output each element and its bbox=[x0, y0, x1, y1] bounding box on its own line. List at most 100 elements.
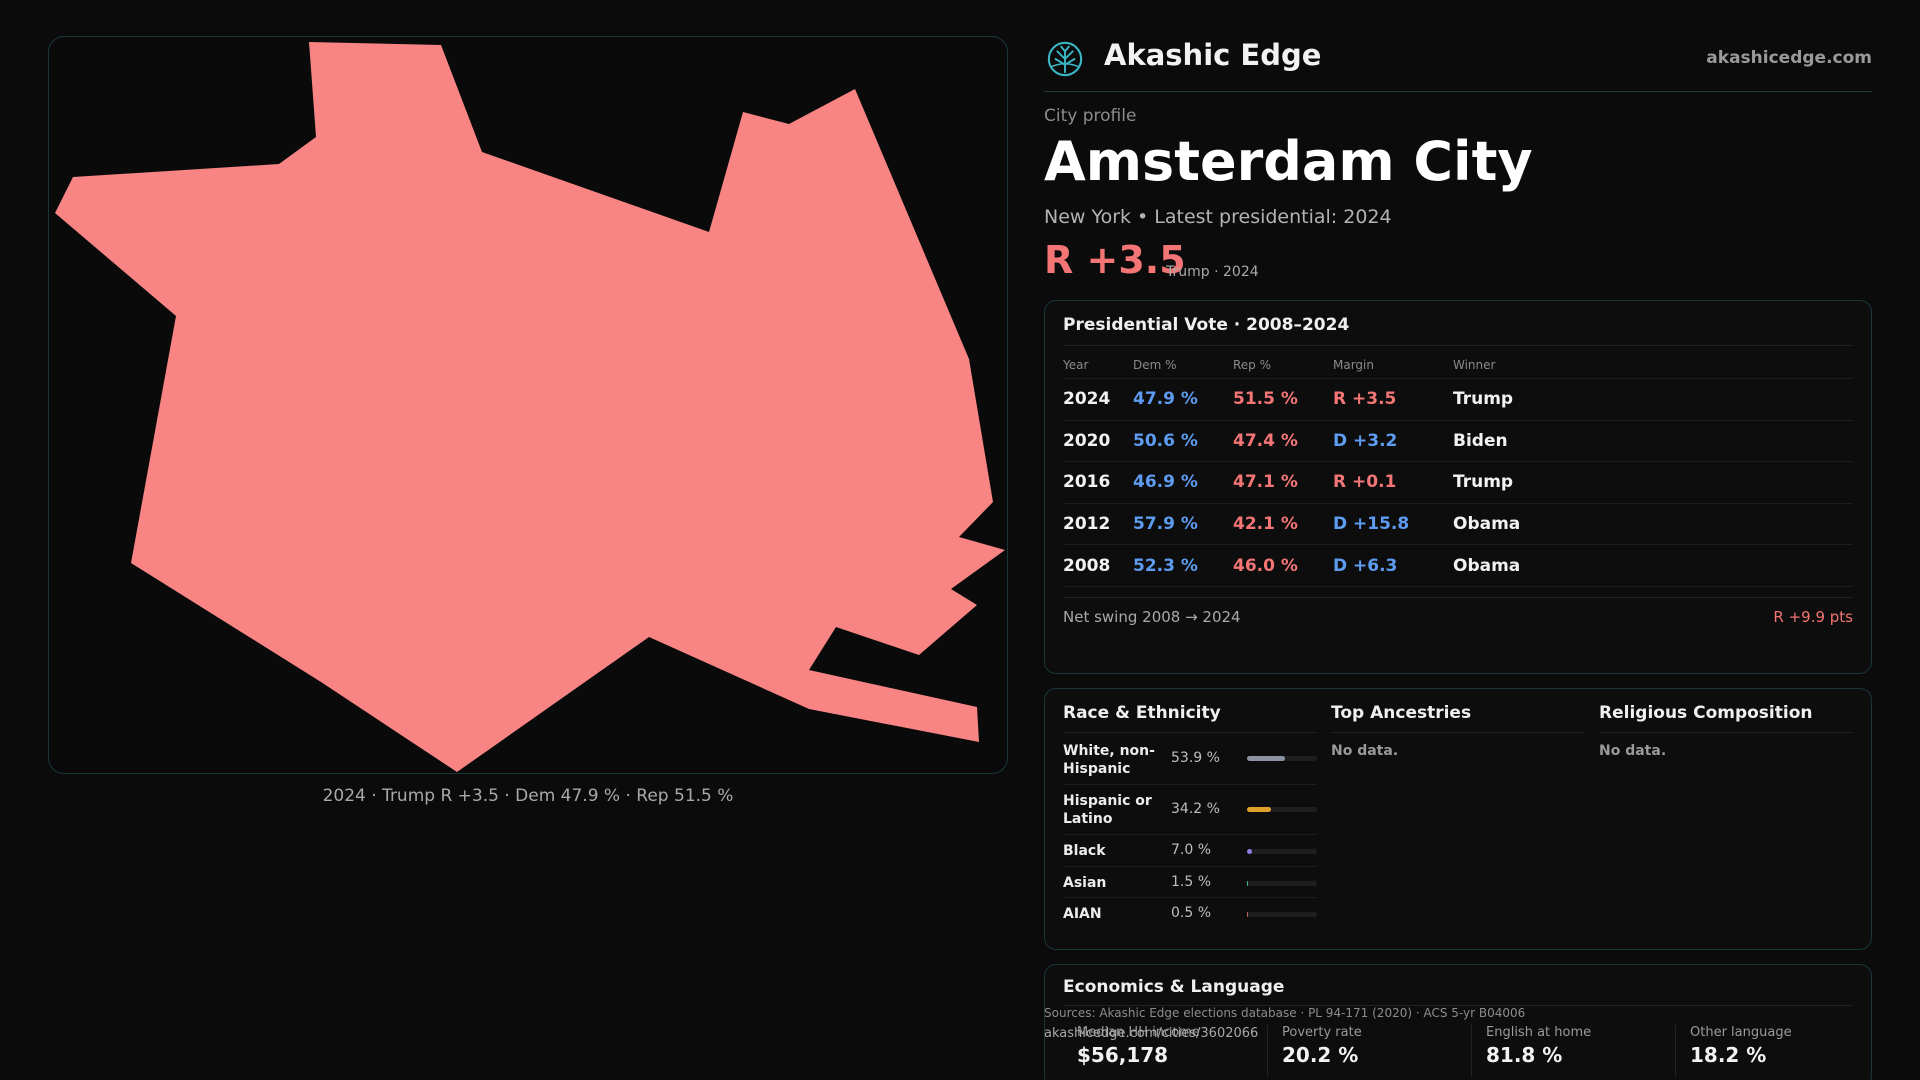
race-pct: 34.2 % bbox=[1171, 801, 1220, 817]
rep-pct-cell: 42.1 % bbox=[1233, 514, 1298, 535]
dem-pct-cell: 50.6 % bbox=[1133, 430, 1198, 451]
rep-pct-cell: 51.5 % bbox=[1233, 389, 1298, 410]
race-bar-fill bbox=[1247, 849, 1252, 854]
year-cell: 2012 bbox=[1063, 514, 1111, 535]
economics-title: Economics & Language bbox=[1063, 977, 1285, 997]
table-row[interactable]: 2008 52.3 % 46.0 % D +6.3 Obama bbox=[1063, 545, 1853, 587]
stat-label: Poverty rate bbox=[1282, 1025, 1362, 1040]
race-bar-track bbox=[1247, 849, 1317, 854]
brand-name[interactable]: Akashic Edge bbox=[1104, 38, 1322, 72]
stat-other-language: Other language 18.2 % bbox=[1675, 1025, 1865, 1077]
religion-empty: No data. bbox=[1599, 743, 1667, 759]
race-bar-track bbox=[1247, 912, 1317, 917]
column-header: Winner bbox=[1453, 357, 1496, 372]
rep-pct-cell: 46.0 % bbox=[1233, 555, 1298, 576]
stat-value: 20.2 % bbox=[1282, 1043, 1359, 1067]
table-row[interactable]: 2012 57.9 % 42.1 % D +15.8 Obama bbox=[1063, 504, 1853, 546]
winner-cell: Obama bbox=[1453, 514, 1521, 535]
city-map-panel[interactable] bbox=[48, 36, 1008, 774]
winner-cell: Trump bbox=[1453, 389, 1514, 410]
winner-cell: Obama bbox=[1453, 555, 1521, 576]
table-row[interactable]: 2024 47.9 % 51.5 % R +3.5 Trump bbox=[1063, 379, 1853, 421]
stat-label: Other language bbox=[1690, 1025, 1792, 1040]
year-cell: 2020 bbox=[1063, 430, 1111, 451]
stat-value: $56,178 bbox=[1077, 1043, 1169, 1067]
stat-english-home: English at home 81.8 % bbox=[1471, 1025, 1661, 1077]
stat-value: 18.2 % bbox=[1690, 1043, 1767, 1067]
latest-margin-note: Trump · 2024 bbox=[1166, 264, 1259, 280]
race-pct: 0.5 % bbox=[1171, 905, 1212, 921]
race-bar-track bbox=[1247, 881, 1317, 886]
year-cell: 2008 bbox=[1063, 555, 1111, 576]
table-row[interactable]: 2016 46.9 % 47.1 % R +0.1 Trump bbox=[1063, 462, 1853, 504]
race-name: Hispanic or Latino bbox=[1063, 793, 1152, 827]
brand-url-link[interactable]: akashicedge.com bbox=[1706, 48, 1872, 68]
presidential-vote-card: Presidential Vote · 2008–2024 Year Dem %… bbox=[1044, 300, 1872, 674]
table-header-row: Year Dem % Rep % Margin Winner bbox=[1063, 351, 1853, 379]
divider bbox=[1063, 345, 1853, 346]
column-header: Year bbox=[1063, 357, 1089, 372]
city-boundary-map bbox=[55, 42, 1005, 772]
dem-pct-cell: 47.9 % bbox=[1133, 389, 1198, 410]
map-caption: 2024 · Trump R +3.5 · Dem 47.9 % · Rep 5… bbox=[322, 786, 734, 806]
race-row[interactable]: AIAN 0.5 % bbox=[1063, 898, 1317, 929]
stat-label: Median HH income bbox=[1077, 1025, 1200, 1040]
ancestries-title: Top Ancestries bbox=[1331, 703, 1585, 733]
page-title: Amsterdam City bbox=[1044, 130, 1533, 193]
stat-value: 81.8 % bbox=[1486, 1043, 1563, 1067]
race-name: Black bbox=[1063, 843, 1106, 859]
demographics-card: Race & Ethnicity White, non-Hispanic 53.… bbox=[1044, 688, 1872, 950]
economics-card: Economics & Language Median HH income $5… bbox=[1044, 964, 1872, 1080]
net-swing-value: R +9.9 pts bbox=[1773, 608, 1853, 626]
year-cell: 2016 bbox=[1063, 472, 1111, 493]
table-row[interactable]: 2020 50.6 % 47.4 % D +3.2 Biden bbox=[1063, 421, 1853, 463]
race-row[interactable]: Hispanic or Latino 34.2 % bbox=[1063, 785, 1317, 835]
race-bar-fill bbox=[1247, 881, 1249, 886]
latest-margin: R +3.5 bbox=[1044, 238, 1186, 282]
race-bar-track bbox=[1247, 756, 1317, 761]
column-header: Margin bbox=[1333, 357, 1374, 372]
ancestries-empty: No data. bbox=[1331, 743, 1399, 759]
source-note: Sources: Akashic Edge elections database… bbox=[1044, 1006, 1526, 1020]
dem-pct-cell: 46.9 % bbox=[1133, 472, 1198, 493]
race-pct: 53.9 % bbox=[1171, 750, 1220, 766]
winner-cell: Trump bbox=[1453, 472, 1514, 493]
dem-pct-cell: 52.3 % bbox=[1133, 555, 1198, 576]
margin-cell: D +6.3 bbox=[1333, 555, 1398, 576]
rep-pct-cell: 47.1 % bbox=[1233, 472, 1298, 493]
presidential-vote-table: Year Dem % Rep % Margin Winner 2024 47.9… bbox=[1063, 351, 1853, 587]
race-bar-fill bbox=[1247, 912, 1248, 917]
race-ethnicity-title: Race & Ethnicity bbox=[1063, 703, 1317, 733]
margin-cell: R +3.5 bbox=[1333, 389, 1397, 410]
net-swing-row: Net swing 2008 → 2024 R +9.9 pts bbox=[1063, 597, 1853, 631]
race-row[interactable]: Asian 1.5 % bbox=[1063, 867, 1317, 898]
year-cell: 2024 bbox=[1063, 389, 1111, 410]
race-bar-fill bbox=[1247, 756, 1285, 761]
column-header: Dem % bbox=[1133, 357, 1177, 372]
tree-globe-icon[interactable] bbox=[1046, 40, 1084, 78]
city-boundary-shape[interactable] bbox=[55, 42, 1005, 772]
race-name: White, non-Hispanic bbox=[1063, 743, 1155, 777]
winner-cell: Biden bbox=[1453, 430, 1508, 451]
race-row[interactable]: Black 7.0 % bbox=[1063, 835, 1317, 867]
stat-median-income: Median HH income $56,178 bbox=[1063, 1025, 1253, 1077]
race-ethnicity-section: Race & Ethnicity White, non-Hispanic 53.… bbox=[1063, 703, 1317, 929]
rep-pct-cell: 47.4 % bbox=[1233, 430, 1298, 451]
religion-section: Religious Composition No data. bbox=[1599, 703, 1853, 759]
dem-pct-cell: 57.9 % bbox=[1133, 514, 1198, 535]
margin-cell: D +3.2 bbox=[1333, 430, 1398, 451]
race-pct: 7.0 % bbox=[1171, 842, 1212, 858]
stat-label: English at home bbox=[1486, 1025, 1592, 1040]
stat-poverty-rate: Poverty rate 20.2 % bbox=[1267, 1025, 1457, 1077]
net-swing-label: Net swing 2008 → 2024 bbox=[1063, 608, 1241, 626]
religion-title: Religious Composition bbox=[1599, 703, 1853, 733]
race-bar-fill bbox=[1247, 807, 1271, 812]
divider bbox=[1063, 1005, 1853, 1006]
race-pct: 1.5 % bbox=[1171, 874, 1212, 890]
margin-cell: R +0.1 bbox=[1333, 472, 1397, 493]
brand-header: Akashic Edge akashicedge.com bbox=[1044, 36, 1872, 92]
race-row[interactable]: White, non-Hispanic 53.9 % bbox=[1063, 733, 1317, 785]
page-url-link[interactable]: akashicedge.com/cities/3602066 bbox=[1044, 1026, 1259, 1041]
race-name: Asian bbox=[1063, 875, 1107, 891]
presidential-vote-title: Presidential Vote · 2008–2024 bbox=[1063, 315, 1350, 335]
